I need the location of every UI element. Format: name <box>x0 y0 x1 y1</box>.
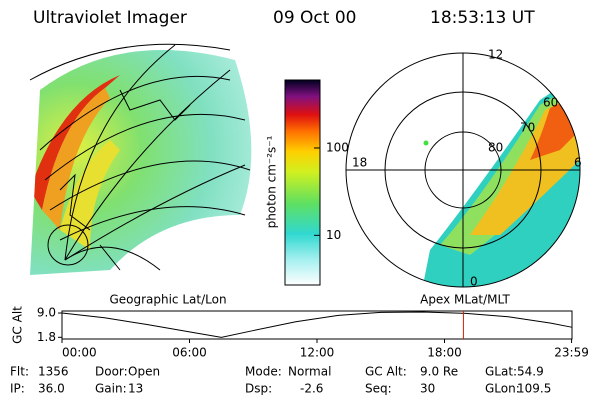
info-value: Normal <box>288 365 331 379</box>
mlat-label: 60 <box>543 96 558 110</box>
info-label: Dsp: <box>245 382 272 396</box>
info-value: 109.5 <box>517 382 551 396</box>
colorbar-ramp <box>284 79 321 286</box>
info-label: GLat: <box>485 365 517 379</box>
info-label: Seq: <box>365 382 392 396</box>
polar-image <box>345 52 581 288</box>
mlat-label: 80 <box>488 141 503 155</box>
x-tick-label: 12:00 <box>300 346 335 360</box>
altitude-chart: 00:00 06:00 12:00 18:00 23:59 1.8 9.0 GC Alt <box>11 306 589 360</box>
info-label: GLon: <box>485 382 520 396</box>
x-tick-label: 06:00 <box>172 346 207 360</box>
mlt-label: 12 <box>488 48 503 62</box>
info-value: 1356 <box>38 365 69 379</box>
y-tick-label: 1.8 <box>37 330 56 344</box>
x-tick-label: 23:59 <box>554 346 589 360</box>
x-tick-label: 00:00 <box>62 346 97 360</box>
info-value: 13 <box>128 382 143 396</box>
date: 09 Oct 00 <box>273 8 356 28</box>
info-value: -2.6 <box>300 382 323 396</box>
geo-label: Geographic Lat/Lon <box>109 293 226 307</box>
info-label: Flt: <box>10 365 29 379</box>
time: 18:53:13 UT <box>430 8 535 28</box>
mlt-label: 18 <box>352 156 367 170</box>
colorbar-tick-label: 100 <box>326 140 349 154</box>
info-label: Gain: <box>95 382 127 396</box>
info-label: GC Alt: <box>365 365 407 379</box>
info-value: Open <box>128 365 160 379</box>
header: Ultraviolet Imager 09 Oct 00 18:53:13 UT <box>33 8 535 28</box>
info-value: 54.9 <box>517 365 544 379</box>
info-value: 36.0 <box>38 382 65 396</box>
mlat-label: 70 <box>520 121 535 135</box>
y-axis-label: GC Alt <box>11 306 25 344</box>
instrument: Ultraviolet Imager <box>33 8 187 28</box>
info-label: Mode: <box>245 365 282 379</box>
altitude-line <box>61 311 572 338</box>
colorbar-tick-label: 10 <box>326 228 341 242</box>
colorbar: photon cm⁻²s⁻¹ <box>265 79 321 286</box>
plot-frame <box>61 310 573 340</box>
info-label: IP: <box>10 382 25 396</box>
colorbar-label: photon cm⁻²s⁻¹ <box>265 135 279 228</box>
polar-label: Apex MLat/MLT <box>420 293 510 307</box>
x-tick-label: 18:00 <box>427 346 462 360</box>
mlt-label: 0 <box>470 275 478 289</box>
mlt-label: 6 <box>574 156 582 170</box>
y-tick-label: 9.0 <box>37 306 56 320</box>
info-value: 30 <box>420 382 435 396</box>
info-value: 9.0 Re <box>420 365 458 379</box>
geo-image <box>29 43 252 275</box>
info-label: Door: <box>95 365 128 379</box>
